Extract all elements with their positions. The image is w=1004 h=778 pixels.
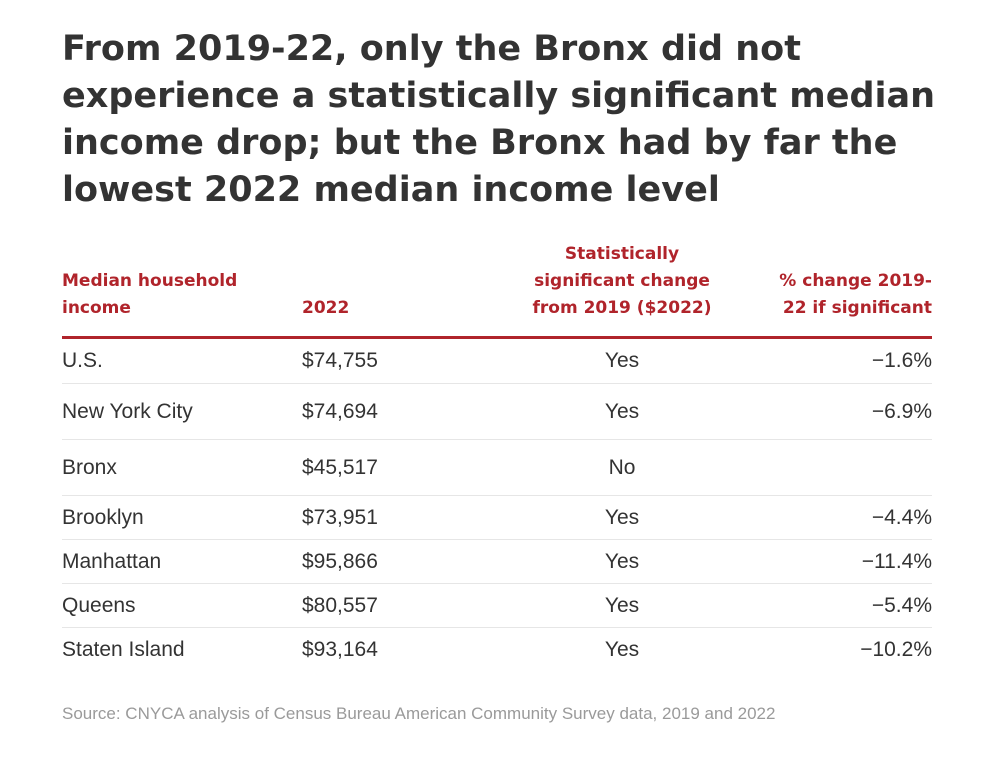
row-area: New York City: [62, 399, 193, 423]
row-area: Manhattan: [62, 549, 162, 573]
row-significant: Yes: [604, 549, 640, 573]
table-row: New York City $74,694 Yes −6.9%: [62, 384, 932, 440]
header-area: Median household income: [62, 268, 282, 322]
row-significant: Yes: [604, 637, 640, 661]
row-income: $45,517: [302, 455, 378, 479]
header-divider: [62, 336, 932, 339]
row-area: U.S.: [62, 349, 103, 372]
row-area: Staten Island: [62, 637, 185, 661]
row-income: $74,755: [302, 349, 378, 372]
chart-title: From 2019-22, only the Bronx did not exp…: [62, 29, 936, 210]
row-income: $73,951: [302, 505, 378, 529]
header-pct-change: % change 2019- 22 if significant: [742, 268, 932, 322]
table-row: U.S. $74,755 Yes −1.6%: [62, 339, 932, 384]
row-pct-change: −6.9%: [871, 399, 932, 423]
table-row: Manhattan $95,866 Yes −11.4%: [62, 540, 932, 584]
row-pct-change: −1.6%: [871, 349, 932, 372]
header-area-line1: Median household: [62, 271, 238, 291]
row-pct-change: −4.4%: [871, 505, 932, 529]
header-area-line2: income: [62, 298, 131, 318]
row-pct-change: −11.4%: [861, 549, 932, 573]
row-income: $74,694: [302, 399, 378, 423]
table-row: Brooklyn $73,951 Yes −4.4%: [62, 496, 932, 540]
table-header: Median household income 2022 Statistical…: [62, 244, 932, 336]
row-area: Queens: [62, 593, 136, 617]
header-significant-line3: from 2019 ($2022): [532, 298, 712, 318]
row-significant: Yes: [604, 399, 640, 423]
header-significant-line2: significant change: [534, 271, 710, 291]
row-income: $95,866: [302, 549, 378, 573]
row-significant: No: [608, 455, 636, 479]
row-pct-change: −5.4%: [871, 593, 932, 617]
income-table: Median household income 2022 Statistical…: [62, 244, 932, 671]
row-significant: Yes: [604, 505, 640, 529]
row-pct-change: −10.2%: [860, 637, 932, 661]
header-significant-change: Statistically significant change from 20…: [522, 241, 722, 322]
row-income: $80,557: [302, 593, 378, 617]
table-row: Staten Island $93,164 Yes −10.2%: [62, 628, 932, 671]
header-pct-line1: % change 2019-: [779, 271, 932, 291]
header-significant-line1: Statistically: [564, 244, 680, 264]
row-income: $93,164: [302, 637, 378, 661]
source-note: Source: CNYCA analysis of Census Bureau …: [62, 704, 776, 723]
header-2022: 2022: [302, 298, 350, 318]
header-pct-line2: 22 if significant: [782, 298, 932, 318]
row-significant: Yes: [604, 593, 640, 617]
table-row: Queens $80,557 Yes −5.4%: [62, 584, 932, 628]
table-row: Bronx $45,517 No: [62, 440, 932, 496]
row-area: Bronx: [62, 455, 117, 479]
row-significant: Yes: [604, 349, 640, 372]
row-area: Brooklyn: [62, 505, 144, 529]
